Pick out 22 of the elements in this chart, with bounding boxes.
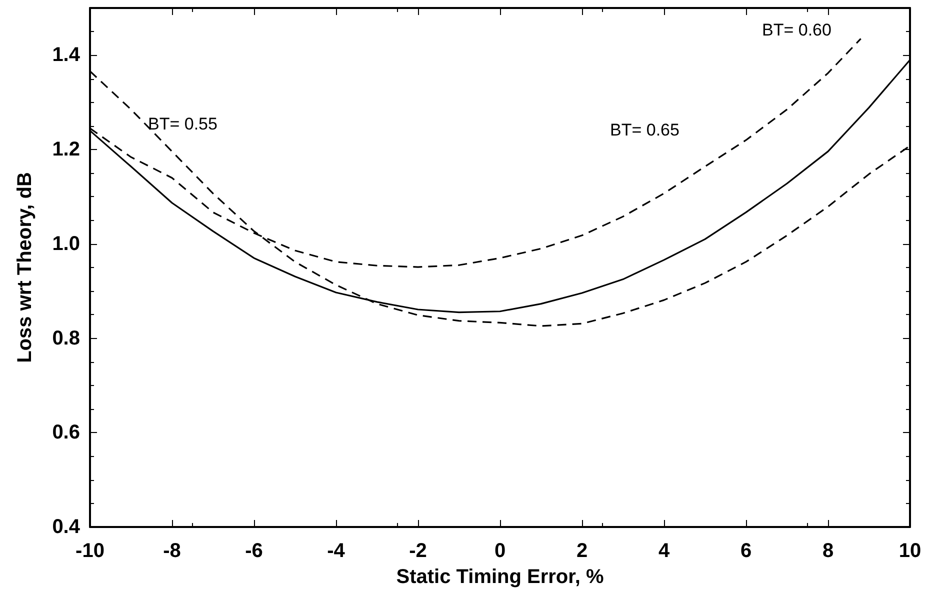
x-tick-label: -8 — [163, 540, 181, 562]
x-tick-label: 6 — [740, 540, 752, 562]
y-tick-label: 1.0 — [52, 232, 80, 255]
annotation: BT= 0.55 — [148, 114, 218, 134]
y-tick-label: 0.6 — [52, 422, 80, 444]
x-tick-label: 2 — [576, 540, 588, 562]
x-tick-label: 8 — [822, 540, 834, 562]
annotation: BT= 0.60 — [762, 20, 832, 40]
y-axis-title: Loss wrt Theory, dB — [14, 172, 36, 363]
x-tick-label: -4 — [327, 540, 346, 562]
x-axis-title: Static Timing Error, % — [396, 566, 604, 588]
y-tick-label: 1.2 — [52, 138, 80, 161]
x-tick-label: 10 — [898, 540, 922, 562]
x-tick-label: -2 — [409, 540, 427, 562]
x-tick-label: 4 — [658, 540, 670, 562]
annotation: BT= 0.65 — [610, 120, 680, 140]
x-tick-label: -6 — [245, 540, 263, 562]
x-tick-label: -10 — [76, 540, 104, 562]
y-tick-label: 0.4 — [52, 516, 81, 538]
y-tick-label: 1.4 — [52, 44, 81, 66]
x-tick-label: 0 — [494, 540, 506, 562]
y-tick-label: 0.8 — [52, 327, 80, 350]
